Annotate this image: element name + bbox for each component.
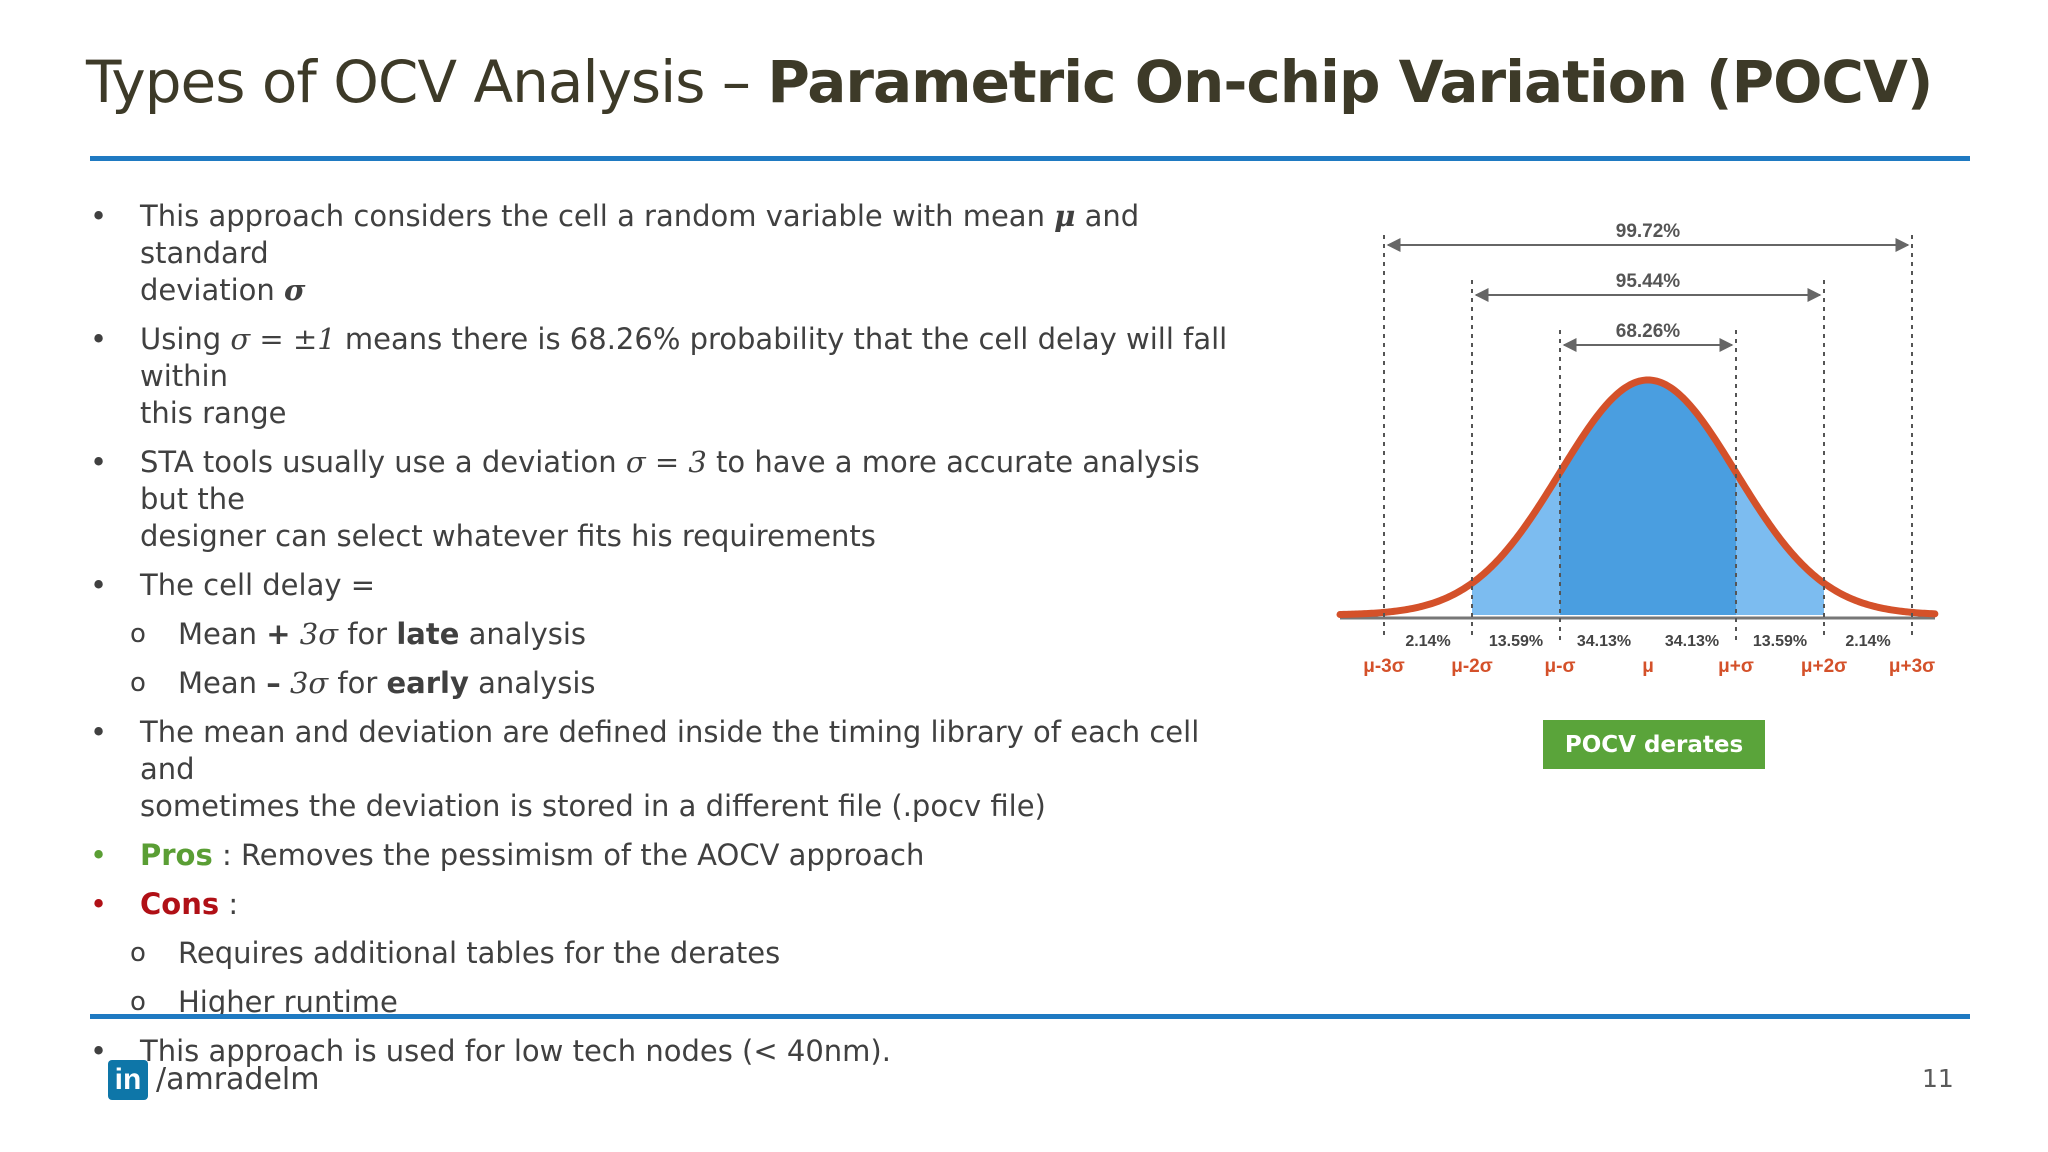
operator: – bbox=[266, 666, 281, 700]
mu-symbol: μ bbox=[1054, 199, 1076, 233]
segment-percentage-label: 34.13% bbox=[1577, 633, 1631, 650]
range-label: 99.72% bbox=[1616, 221, 1681, 242]
segment-percentage-label: 13.59% bbox=[1489, 633, 1543, 650]
sub-list-item: o Higher runtime bbox=[90, 984, 1240, 1021]
sub-list-item: o Mean – 3σ for early analysis bbox=[90, 665, 1240, 702]
text: designer can select whatever fits his re… bbox=[140, 519, 876, 553]
segment-percentage-label: 2.14% bbox=[1845, 633, 1890, 650]
list-item: • This approach considers the cell a ran… bbox=[90, 198, 1240, 309]
cons-label: Cons bbox=[140, 887, 220, 921]
range-label: 95.44% bbox=[1616, 271, 1681, 292]
math: σ = ±1 bbox=[230, 322, 336, 356]
text: Requires additional tables for the derat… bbox=[178, 936, 781, 970]
sigma-symbol: σ bbox=[284, 273, 306, 307]
text: for bbox=[328, 666, 387, 700]
text: This approach is used for low tech nodes… bbox=[140, 1034, 891, 1068]
bullet-dot: • bbox=[90, 1034, 108, 1068]
bullet-dot: • bbox=[90, 445, 108, 479]
text: this range bbox=[140, 396, 287, 430]
title-light: Types of OCV Analysis – bbox=[86, 48, 768, 116]
page-number: 11 bbox=[1922, 1064, 1954, 1093]
bullet-dot: • bbox=[90, 715, 108, 749]
text: Mean bbox=[178, 617, 267, 651]
text: for bbox=[338, 617, 397, 651]
text: and standard bbox=[140, 199, 1140, 270]
sub-list-item: o Mean + 3σ for late analysis bbox=[90, 616, 1240, 653]
bold-text: late bbox=[396, 617, 460, 651]
bottom-divider bbox=[90, 1014, 1970, 1019]
list-item: • STA tools usually use a deviation σ = … bbox=[90, 444, 1240, 555]
list-item: • The mean and deviation are defined ins… bbox=[90, 714, 1240, 825]
text: deviation bbox=[140, 273, 285, 307]
list-item: • Using σ = ±1 means there is 68.26% pro… bbox=[90, 321, 1240, 432]
x-tick-label: μ+3σ bbox=[1889, 656, 1935, 677]
bold-text: early bbox=[386, 666, 469, 700]
sub-list-item: o Requires additional tables for the der… bbox=[90, 935, 1240, 972]
text: sometimes the deviation is stored in a d… bbox=[140, 789, 1046, 823]
text: to have a more accurate analysis but the bbox=[140, 445, 1200, 516]
list-item: • The cell delay = bbox=[90, 567, 1240, 604]
list-item-pros: • Pros : Removes the pessimism of the AO… bbox=[90, 837, 1240, 874]
x-tick-label: μ bbox=[1642, 656, 1654, 677]
text: analysis bbox=[459, 617, 587, 651]
sub-bullet: o bbox=[130, 938, 146, 968]
math: σ = 3 bbox=[625, 445, 707, 479]
segment-percentage-label: 13.59% bbox=[1753, 633, 1807, 650]
x-tick-label: μ-σ bbox=[1545, 656, 1576, 677]
bullet-dot: • bbox=[90, 322, 108, 356]
range-label: 68.26% bbox=[1616, 321, 1681, 342]
text: Mean bbox=[178, 666, 267, 700]
text: STA tools usually use a deviation bbox=[140, 445, 626, 479]
normal-distribution-chart: 99.72% 95.44% 68.26% 2.14% 13.59% 34.13% 34.13… bbox=[1336, 221, 1939, 677]
linkedin-handle[interactable]: /amradelm bbox=[156, 1062, 320, 1097]
page-title: Types of OCV Analysis – Parametric On-ch… bbox=[86, 48, 1933, 116]
segment-percentage-label: 2.14% bbox=[1405, 633, 1450, 650]
text: : Removes the pessimism of the AOCV appr… bbox=[212, 838, 925, 872]
linkedin-icon[interactable]: in bbox=[108, 1060, 148, 1100]
bullet-list: • This approach considers the cell a ran… bbox=[90, 198, 1240, 1082]
badge-label: POCV derates bbox=[1564, 731, 1744, 758]
bullet-dot: • bbox=[90, 887, 108, 921]
top-divider bbox=[90, 156, 1970, 161]
x-tick-label: μ-2σ bbox=[1451, 656, 1493, 677]
list-item: • This approach is used for low tech nod… bbox=[90, 1033, 1240, 1070]
bullet-dot: • bbox=[90, 838, 108, 872]
segment-percentage-label: 34.13% bbox=[1665, 633, 1719, 650]
sub-bullet: o bbox=[130, 619, 146, 649]
text: : bbox=[219, 887, 239, 921]
math: 3σ bbox=[280, 666, 329, 700]
bell-curve bbox=[1336, 376, 1939, 618]
bullet-dot: • bbox=[90, 199, 108, 233]
sub-bullet: o bbox=[130, 668, 146, 698]
operator: + bbox=[266, 617, 291, 651]
text: means there is 68.26% probability that t… bbox=[140, 322, 1228, 393]
text: This approach considers the cell a rando… bbox=[140, 199, 1055, 233]
math: 3σ bbox=[290, 617, 339, 651]
linkedin-logo-text: in bbox=[114, 1063, 142, 1096]
x-tick-label: μ+2σ bbox=[1801, 656, 1847, 677]
title-bold: Parametric On-chip Variation (POCV) bbox=[767, 48, 1933, 116]
pocv-derates-badge: POCV derates bbox=[1543, 720, 1765, 769]
text: The mean and deviation are defined insid… bbox=[140, 715, 1200, 786]
list-item-cons: • Cons : bbox=[90, 886, 1240, 923]
text: Using bbox=[140, 322, 231, 356]
text: analysis bbox=[468, 666, 596, 700]
text: The cell delay = bbox=[140, 568, 376, 602]
text: Higher runtime bbox=[178, 985, 398, 1019]
band-mu-sigma bbox=[1560, 380, 1736, 615]
x-tick-label: μ-3σ bbox=[1363, 656, 1405, 677]
bullet-dot: • bbox=[90, 568, 108, 602]
pros-label: Pros bbox=[140, 838, 213, 872]
x-tick-label: μ+σ bbox=[1718, 656, 1754, 677]
sub-bullet: o bbox=[130, 987, 146, 1017]
